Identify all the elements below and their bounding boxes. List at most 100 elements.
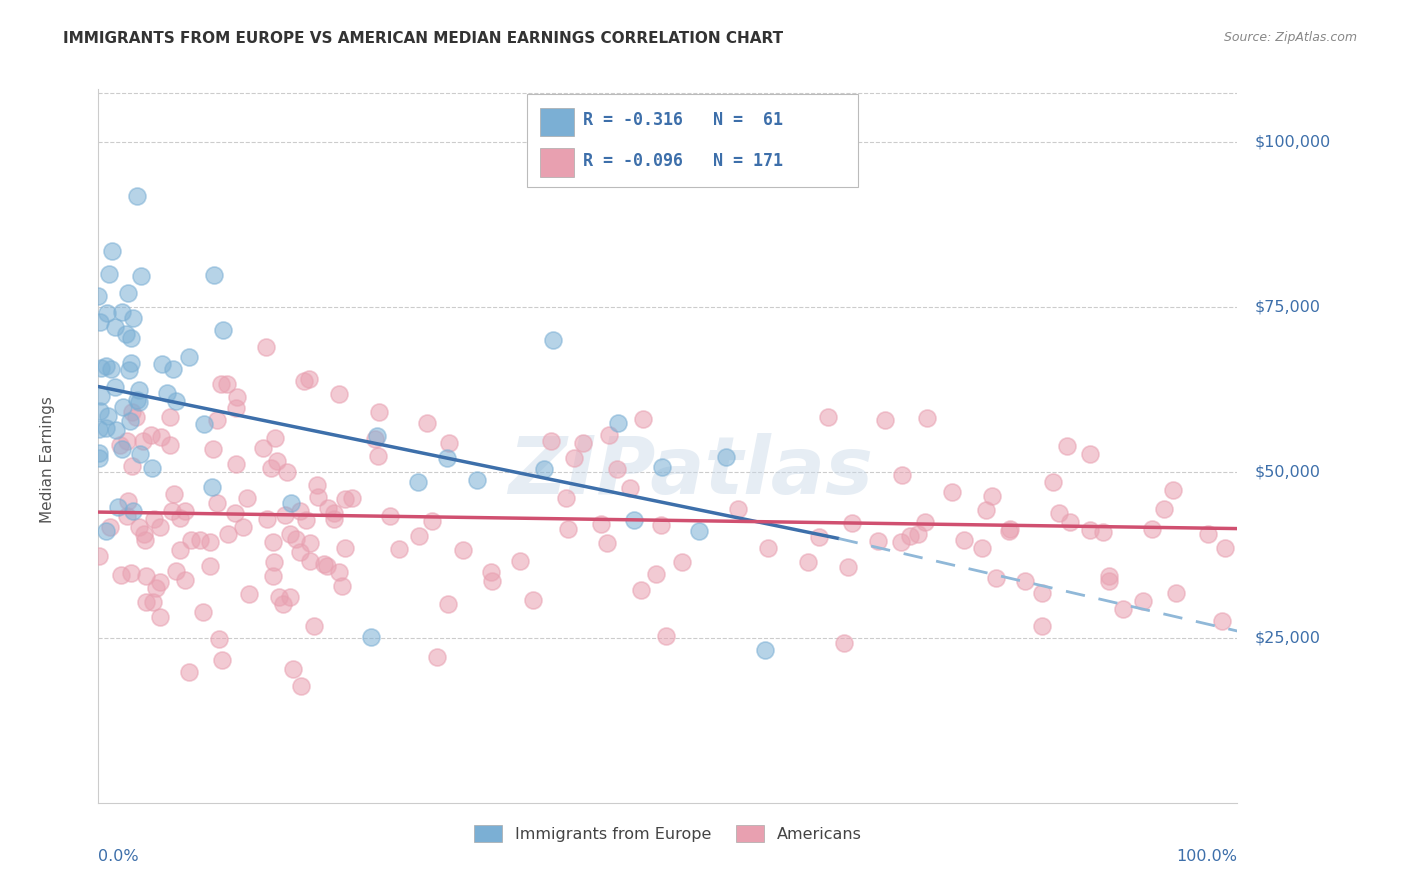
Text: R = -0.316   N =  61: R = -0.316 N = 61 — [583, 112, 783, 129]
Point — [283, 662, 305, 676]
Point — [111, 400, 134, 414]
Point — [96, 359, 118, 373]
Point — [1042, 475, 1064, 489]
Point — [451, 542, 474, 557]
Point — [278, 590, 301, 604]
Point — [522, 593, 544, 607]
Point — [89, 422, 111, 436]
Point — [90, 389, 112, 403]
Point — [328, 565, 350, 579]
Point — [96, 421, 118, 435]
Point — [142, 595, 165, 609]
Point — [162, 503, 184, 517]
Point — [211, 653, 233, 667]
Point — [96, 305, 118, 319]
Point — [606, 462, 628, 476]
Point — [541, 333, 564, 347]
Point — [262, 534, 284, 549]
Point — [198, 535, 221, 549]
Point — [129, 268, 152, 283]
Point — [1098, 574, 1121, 588]
Point — [111, 442, 134, 456]
Point — [322, 512, 344, 526]
Point — [120, 414, 142, 428]
Point — [1078, 524, 1101, 538]
Point — [149, 519, 172, 533]
Point — [165, 564, 187, 578]
Point — [117, 286, 139, 301]
Point — [307, 491, 329, 505]
Text: $25,000: $25,000 — [1254, 630, 1320, 645]
Point — [1153, 502, 1175, 516]
Point — [278, 526, 301, 541]
Point — [817, 410, 839, 425]
Text: IMMIGRANTS FROM EUROPE VS AMERICAN MEDIAN EARNINGS CORRELATION CHART: IMMIGRANTS FROM EUROPE VS AMERICAN MEDIA… — [63, 31, 783, 46]
Point — [232, 520, 254, 534]
Point — [1132, 594, 1154, 608]
Point — [1197, 527, 1219, 541]
Point — [174, 504, 197, 518]
Point — [914, 515, 936, 529]
Point — [145, 581, 167, 595]
Point — [598, 427, 620, 442]
Point — [111, 305, 134, 319]
Point — [132, 527, 155, 541]
Point — [139, 428, 162, 442]
Point — [416, 416, 439, 430]
Point — [107, 500, 129, 515]
Point — [266, 454, 288, 468]
Point — [1092, 524, 1115, 539]
Point — [134, 533, 156, 547]
Point — [149, 429, 172, 443]
Point — [426, 649, 449, 664]
Point — [264, 431, 287, 445]
Point — [841, 516, 863, 531]
Point — [128, 383, 150, 397]
Point — [150, 357, 173, 371]
Point — [437, 436, 460, 450]
Point — [941, 484, 963, 499]
Point — [118, 362, 141, 376]
Point — [115, 434, 138, 449]
Point — [333, 541, 356, 556]
Point — [143, 511, 166, 525]
Point — [97, 267, 120, 281]
Point — [135, 595, 157, 609]
Point — [1056, 439, 1078, 453]
Point — [873, 413, 896, 427]
Text: $75,000: $75,000 — [1254, 300, 1320, 315]
Point — [105, 423, 128, 437]
Text: $100,000: $100,000 — [1254, 135, 1330, 150]
Point — [156, 386, 179, 401]
Point — [238, 587, 260, 601]
Point — [110, 568, 132, 582]
Point — [256, 511, 278, 525]
Point — [290, 680, 312, 694]
Point — [607, 416, 630, 430]
Text: Median Earnings: Median Earnings — [39, 396, 55, 523]
Point — [89, 314, 111, 328]
Point — [89, 451, 111, 466]
Point — [890, 468, 912, 483]
Point — [509, 554, 531, 568]
Point — [205, 496, 228, 510]
Point — [120, 331, 142, 345]
Point — [650, 518, 672, 533]
Point — [225, 401, 247, 416]
Point — [481, 574, 503, 589]
Point — [207, 412, 229, 426]
Point — [262, 569, 284, 583]
Point — [173, 573, 195, 587]
Point — [1047, 506, 1070, 520]
Point — [94, 524, 117, 538]
Point — [364, 432, 387, 446]
Point — [555, 491, 578, 505]
Point — [198, 558, 221, 573]
Point — [1014, 574, 1036, 589]
Point — [169, 542, 191, 557]
Point — [104, 319, 127, 334]
Point — [274, 508, 297, 522]
Point — [224, 506, 246, 520]
Point — [907, 527, 929, 541]
Point — [406, 475, 429, 489]
